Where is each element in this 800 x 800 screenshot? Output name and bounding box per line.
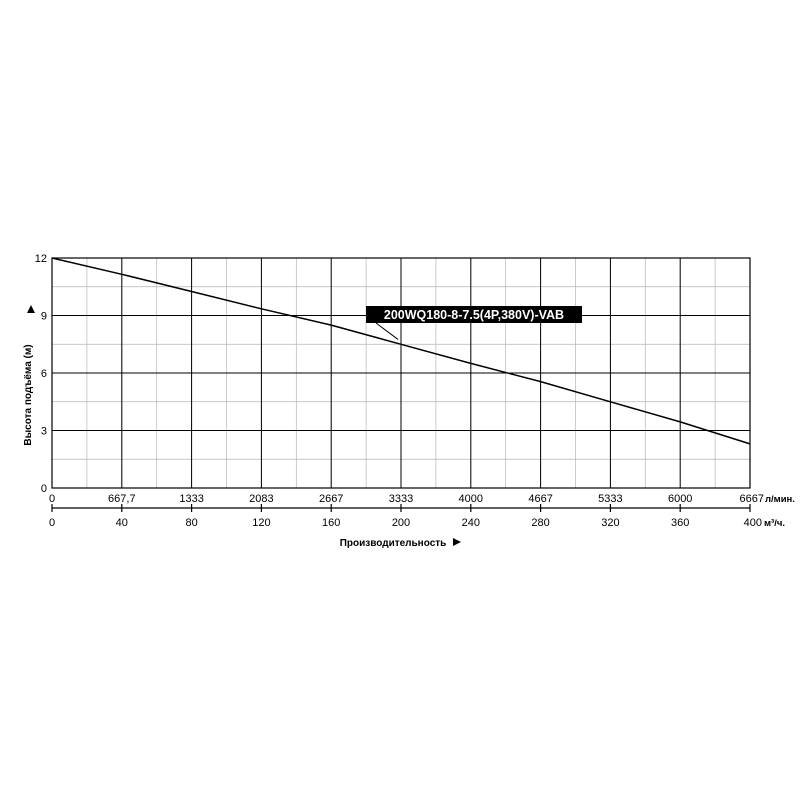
series-layer: 200WQ180-8-7.5(4P,380V)-VAB (51, 257, 751, 445)
y-tick-label: 9 (41, 311, 47, 323)
y-axis-title-group: Высота подъёма (м) (23, 305, 35, 446)
major-grid (52, 258, 750, 488)
x-tick-label-lmin: 5333 (598, 493, 622, 505)
x-axis-ticks-lmin: 0 667,7 1333 2083 2667 3333 4000 4667 5333 6000 66… (49, 493, 764, 505)
x-tick-label-m3h: 320 (601, 517, 619, 529)
x-tick-label-lmin: 1333 (179, 493, 203, 505)
x-tick-label-lmin: 4667 (528, 493, 552, 505)
series-label: 200WQ180-8-7.5(4P,380V)-VAB (384, 308, 564, 322)
x-unit-lmin: л/мин. (765, 494, 795, 505)
x-tick-label-lmin: 6000 (668, 493, 692, 505)
x-tick-label-m3h: 120 (252, 517, 270, 529)
x-tick-label-m3h: 80 (185, 517, 197, 529)
y-tick-label: 3 (41, 426, 47, 438)
x-tick-label-lmin: 0 (49, 493, 55, 505)
x-axis-title: Производительность (340, 538, 447, 549)
y-tick-label: 0 (41, 483, 47, 495)
x-tick-label-lmin: 6667 (740, 493, 764, 505)
x-tick-label-m3h: 240 (462, 517, 480, 529)
x-tick-label-m3h: 280 (531, 517, 549, 529)
x-unit-m3h: м³/ч. (764, 518, 785, 529)
plot-frame (51, 257, 751, 489)
x-tick-label-m3h: 360 (671, 517, 689, 529)
x-tick-label-lmin: 2667 (319, 493, 343, 505)
y-tick-label: 12 (35, 253, 47, 265)
y-axis-arrow-icon (27, 305, 35, 313)
y-axis-title: Высота подъёма (м) (23, 344, 34, 445)
x-tick-label-m3h: 160 (322, 517, 340, 529)
x-tick-label-lmin: 667,7 (108, 493, 136, 505)
y-axis-ticks: 0 3 6 9 12 (35, 253, 47, 495)
x-axis-arrow-icon (453, 538, 461, 546)
series-line (51, 257, 751, 445)
x-tick-label-m3h: 400 (744, 517, 762, 529)
x-tick-label-lmin: 4000 (459, 493, 483, 505)
x-tick-label-m3h: 200 (392, 517, 410, 529)
x-tick-label-m3h: 0 (49, 517, 55, 529)
x-tick-label-lmin: 2083 (249, 493, 273, 505)
x-axis-title-group: Производительность (340, 538, 461, 549)
y-tick-label: 6 (41, 368, 47, 380)
series-label-box (366, 306, 582, 323)
x-tick-label-lmin: 3333 (389, 493, 413, 505)
x-axis-ticks-m3h: 0 40 80 120 160 200 240 280 320 360 400 (49, 504, 762, 529)
series-leader-line (375, 322, 399, 340)
x-tick-label-m3h: 40 (116, 517, 128, 529)
